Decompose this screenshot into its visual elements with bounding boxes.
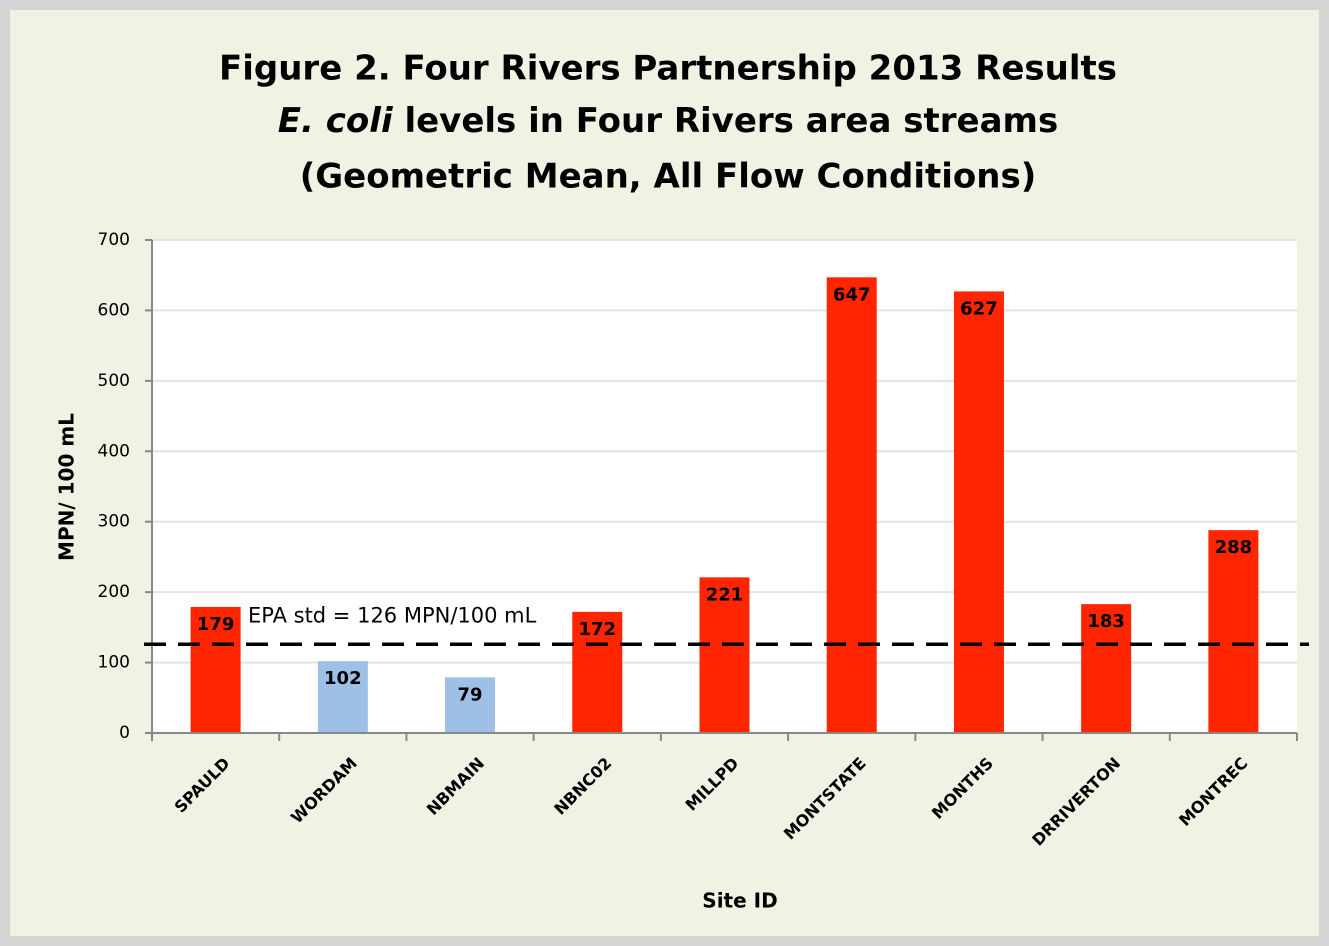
y-tick-label: 200 — [98, 582, 130, 602]
data-label: 79 — [458, 684, 483, 705]
y-tick-label: 700 — [98, 230, 130, 250]
chart-title: Figure 2. Four Rivers Partnership 2013 R… — [219, 49, 1117, 89]
y-tick-label: 0 — [119, 723, 130, 743]
reference-label: EPA std = 126 MPN/100 mL — [248, 603, 537, 627]
y-tick-label: 600 — [98, 300, 130, 320]
bar — [317, 661, 368, 733]
data-label: 647 — [833, 284, 871, 305]
data-label: 172 — [578, 619, 616, 640]
bar — [1208, 530, 1259, 733]
data-label: 221 — [706, 584, 744, 605]
bar — [1081, 604, 1132, 733]
chart-subtitle: E. coli levels in Four Rivers area strea… — [278, 101, 1058, 141]
data-label: 179 — [197, 614, 235, 635]
y-tick-label: 400 — [98, 441, 130, 461]
bar — [953, 291, 1004, 733]
data-label: 288 — [1215, 537, 1253, 558]
subtitle-italic: E. coli — [278, 101, 394, 141]
chart-subtitle-2: (Geometric Mean, All Flow Conditions) — [300, 157, 1037, 197]
bar — [826, 277, 877, 733]
y-axis-label: MPN/ 100 mL — [55, 413, 79, 561]
y-tick-label: 500 — [98, 371, 130, 391]
bar — [445, 677, 496, 733]
y-tick-label: 100 — [98, 653, 130, 673]
bar — [699, 577, 750, 733]
subtitle-rest: levels in Four Rivers area streams — [393, 101, 1059, 141]
data-label: 183 — [1087, 611, 1125, 632]
bar — [572, 611, 623, 733]
y-tick-label: 300 — [98, 512, 130, 532]
data-label: 102 — [324, 668, 362, 689]
bar — [190, 606, 241, 733]
data-label: 627 — [960, 298, 998, 319]
x-axis-label: Site ID — [702, 889, 777, 913]
